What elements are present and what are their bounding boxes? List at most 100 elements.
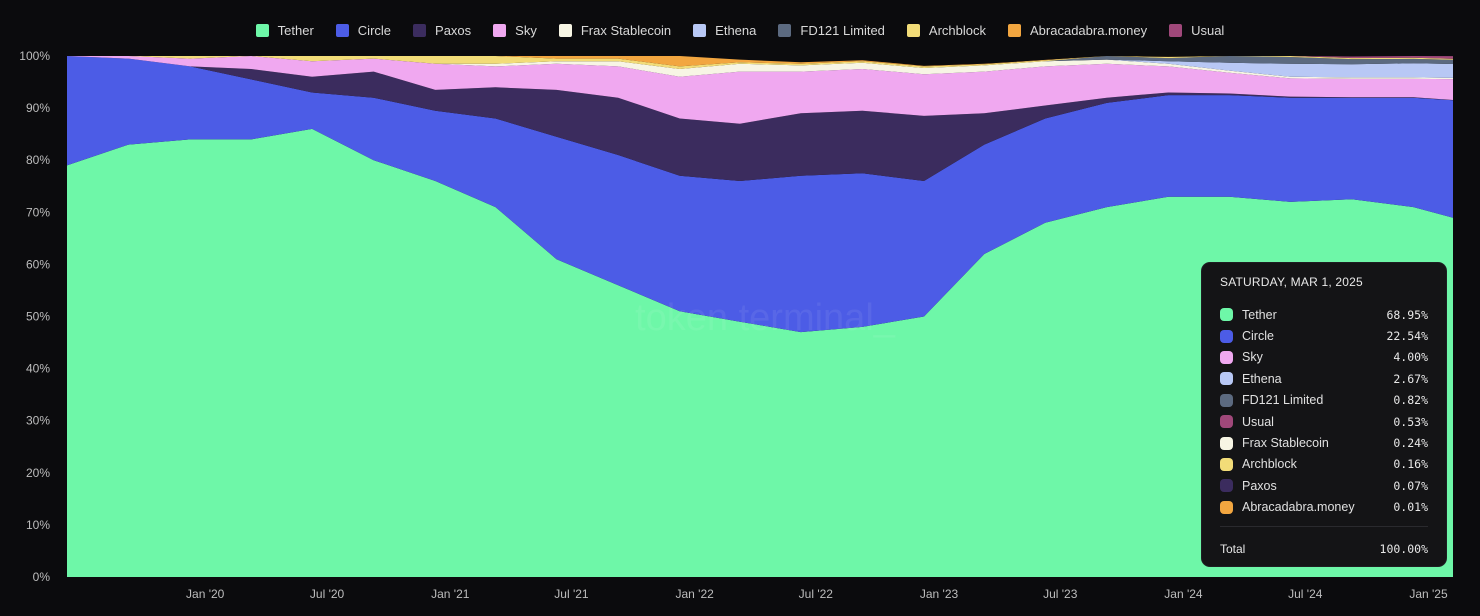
tooltip-total-label: Total [1220,541,1246,556]
x-tick-label: Jul '20 [310,587,345,601]
area-series-paxos[interactable] [67,56,1453,181]
legend-item[interactable]: Usual [1169,23,1224,38]
area-series-sky[interactable] [67,56,1453,124]
legend-label: Paxos [435,22,472,38]
y-tick-label: 60% [26,257,50,271]
legend-item[interactable]: Circle [335,22,392,38]
tooltip-series-value: 0.07% [1393,478,1428,493]
tooltip-series-value: 68.95% [1386,307,1428,322]
legend-label: Frax Stablecoin [580,22,672,38]
area-series-ethena[interactable] [67,56,1453,78]
y-tick-label: 100% [19,49,50,63]
legend-item[interactable]: Ethena [693,23,756,38]
area-series-archblock[interactable] [67,56,1453,69]
legend-label: FD121 Limited [800,22,885,38]
tooltip-series-name: Abracadabra.money [1242,500,1355,515]
legend-label: Tether [277,22,314,38]
watermark: token terminal_ [635,297,896,339]
tooltip-series-name: Archblock [1242,457,1297,472]
legend-swatch [906,23,920,37]
y-tick-label: 90% [26,101,50,115]
y-tick-label: 10% [26,518,50,532]
tooltip-total-value: 100.00% [1379,541,1428,556]
y-tick-label: 80% [26,153,50,167]
legend-item[interactable]: Sky [493,23,537,38]
legend-label: Ethena [715,22,757,38]
tooltip-series-value: 0.53% [1393,414,1428,429]
tooltip-row: Sky 4.00% [1220,347,1428,368]
legend-item[interactable]: FD121 Limited [778,23,885,38]
legend-swatch [493,23,507,37]
tooltip-swatch [1220,329,1233,343]
legend-item[interactable]: Archblock [906,22,986,38]
area-series-circle[interactable] [67,56,1453,333]
legend-swatch [778,23,792,37]
tooltip-row: Paxos 0.07% [1220,475,1428,496]
legend-swatch [255,23,269,37]
tooltip-series-name: Paxos [1242,478,1277,493]
tooltip-swatch [1220,350,1233,364]
tooltip-swatch [1220,500,1233,514]
tooltip-row: Abracadabra.money 0.01% [1220,497,1428,518]
y-tick-label: 0% [33,570,51,584]
tooltip-row: Frax Stablecoin 0.24% [1220,432,1428,453]
x-tick-label: Jan '22 [675,587,714,601]
area-series-frax-stablecoin[interactable] [67,56,1453,80]
y-tick-label: 20% [26,466,50,480]
tooltip-series-value: 0.82% [1393,393,1428,408]
x-tick-label: Jul '21 [554,587,589,601]
legend-item[interactable]: Frax Stablecoin [558,22,672,38]
x-tick-label: Jul '23 [1043,587,1078,601]
x-tick-label: Jan '21 [431,587,470,601]
tooltip-swatch [1220,436,1233,450]
tooltip-series-name: Frax Stablecoin [1242,436,1329,451]
x-axis: Jan '20 Jul '20 Jan '21 Jul '21 Jan '22 Jul '… [186,587,1448,601]
tooltip-row: Usual 0.53% [1220,411,1428,432]
tooltip-swatch [1220,415,1233,429]
tooltip-swatch [1220,393,1233,407]
y-tick-label: 50% [26,310,50,324]
tooltip-series-value: 0.01% [1393,500,1428,515]
chart-legend: Tether Circle Paxos Sky Frax Stablecoin Ethen… [0,18,1480,42]
tooltip-series-name: Usual [1242,414,1274,429]
tooltip-swatch [1220,479,1233,493]
x-tick-label: Jan '20 [186,587,225,601]
area-series-group [67,56,1453,577]
x-tick-label: Jan '25 [1409,587,1448,601]
tooltip-series-value: 4.00% [1393,350,1428,365]
tooltip-rows: Tether 68.95% Circle 22.54% Sky 4.00% Ethena 2.… [1220,304,1428,518]
tooltip-total-row: Total 100.00% [1220,542,1428,556]
x-tick-label: Jan '24 [1164,587,1203,601]
tooltip-row: Tether 68.95% [1220,304,1428,325]
tooltip-row: Ethena 2.67% [1220,368,1428,389]
x-tick-label: Jan '23 [920,587,959,601]
legend-item[interactable]: Paxos [413,23,471,38]
legend-swatch [1008,23,1021,37]
tooltip-row: Circle 22.54% [1220,325,1428,346]
area-series-fd121-limited[interactable] [67,56,1453,69]
legend-label: Circle [357,22,392,38]
tooltip-series-name: Tether [1242,307,1277,322]
area-series-abracadabra-money[interactable] [67,56,1453,67]
y-tick-label: 40% [26,362,50,376]
legend-swatch [335,23,349,37]
x-tick-label: Jul '24 [1288,587,1323,601]
legend-item[interactable]: Abracadabra.money [1008,23,1147,38]
tooltip-swatch [1220,372,1233,386]
tooltip-row: Archblock 0.16% [1220,454,1428,475]
legend-label: Sky [515,22,537,38]
tooltip-series-value: 0.16% [1393,457,1428,472]
tooltip-series-name: FD121 Limited [1242,393,1324,408]
legend-label: Abracadabra.money [1030,22,1148,38]
area-series-tether[interactable] [67,128,1453,577]
tooltip-series-value: 2.67% [1393,371,1428,386]
tooltip-series-name: Circle [1242,329,1274,344]
legend-label: Archblock [928,22,986,38]
legend-swatch [413,23,427,37]
tooltip-series-name: Ethena [1242,371,1282,386]
hover-tooltip: SATURDAY, MAR 1, 2025 Tether 68.95% Circle… [1202,263,1446,566]
legend-item[interactable]: Tether [255,22,314,38]
tooltip-swatch [1220,457,1233,471]
x-tick-label: Jul '22 [799,587,834,601]
tooltip-divider [1220,525,1428,527]
